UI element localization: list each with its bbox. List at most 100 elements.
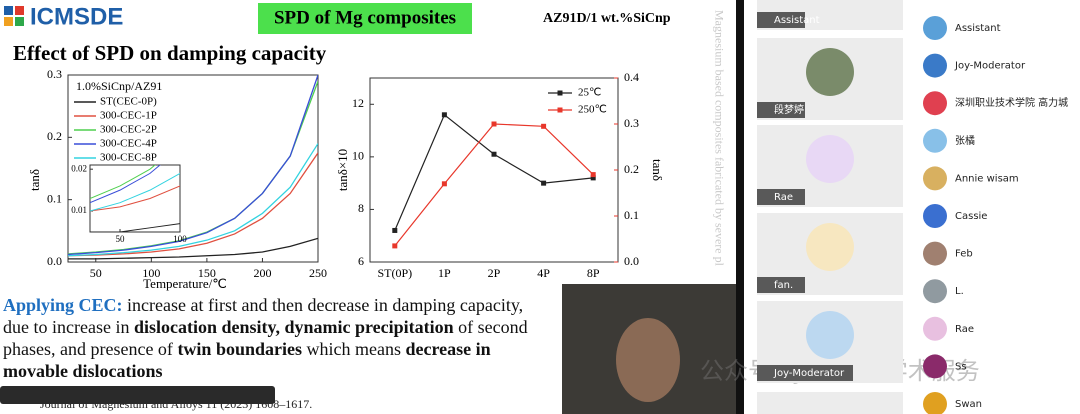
inset-frame [89, 164, 181, 233]
participant-name[interactable]: Ss [955, 361, 967, 372]
participant-avatar [923, 354, 947, 379]
y-tick-label: 10 [352, 149, 364, 163]
participant-name[interactable]: Cassie [955, 211, 987, 222]
participant-name[interactable]: Joy-Moderator [954, 61, 1026, 72]
legend-label: 25℃ [578, 87, 601, 99]
x-tick-label: 2P [488, 266, 501, 280]
x-tick-label: 4P [537, 266, 550, 280]
name-tag [757, 365, 853, 381]
marker [541, 180, 547, 186]
material: AZ91D/1 wt.%SiCnp [543, 11, 671, 26]
y-tick-label: 0.0 [47, 254, 62, 268]
x-tick-label: 100 [142, 266, 160, 280]
name-tag [757, 12, 805, 28]
y2-tick-label: 0.3 [624, 116, 639, 130]
tile-name: Assistant [774, 15, 820, 26]
x-tick-label: ST(0P) [377, 266, 412, 280]
avatar [806, 223, 854, 271]
tile-name: Rae [774, 192, 793, 203]
x-tick-label: 250 [309, 266, 327, 280]
inset-y-tick-label: 0.01 [71, 205, 87, 215]
tile-name: fan. [774, 280, 793, 291]
side-note: Magnesium based composites fabricated by… [712, 10, 726, 267]
marker [590, 175, 596, 181]
inset-series-group [90, 165, 180, 232]
y2-tick-label: 0.1 [624, 208, 639, 222]
x-tick-label: 200 [253, 266, 271, 280]
marker [491, 151, 497, 157]
x-tick-label: 50 [90, 266, 102, 280]
inset-line [90, 172, 180, 212]
logo-icon [4, 6, 13, 15]
marker [441, 112, 447, 118]
y-tick-label: 12 [352, 96, 364, 110]
logo-icon [15, 17, 24, 26]
participant-name[interactable]: Annie wisam [955, 173, 1019, 184]
y2-axis-label: tanδ [650, 159, 665, 181]
participant-name[interactable]: Swan [955, 399, 982, 410]
participant-avatar [923, 316, 947, 341]
participant-name[interactable]: 张橘 [955, 135, 975, 147]
legend-label: 300-CEC-1P [100, 110, 157, 122]
slide-title: Effect of SPD on damping capacity [13, 41, 327, 65]
toolbar[interactable] [0, 386, 275, 404]
y-axis-label: tanδ×10 [335, 149, 350, 191]
participant-name[interactable]: L. [955, 286, 964, 297]
y-tick-label: 8 [358, 201, 364, 215]
inset-line [90, 185, 180, 212]
header-box [258, 3, 472, 34]
participant-name[interactable]: Assistant [955, 23, 1001, 34]
legend-label: 250℃ [578, 104, 607, 116]
name-tag [757, 102, 805, 118]
y-tick-label: 0.2 [47, 129, 62, 143]
marker [541, 123, 547, 129]
participant-avatar [923, 279, 947, 304]
paragraph-segment: Applying CEC: [3, 295, 123, 315]
legend-label: ST(CEC-0P) [100, 96, 157, 108]
plot-frame [67, 74, 319, 263]
series-line [68, 152, 318, 257]
annotation: 1.0%SiCnp/AZ91 [76, 79, 162, 93]
participant-avatar [923, 392, 947, 414]
paragraph-segment: increase at first and then decrease in d… [3, 295, 524, 337]
tile-name: Joy-Moderator [773, 368, 845, 379]
participant-avatar [923, 128, 947, 153]
inset-line [90, 165, 161, 204]
avatar [806, 311, 854, 359]
avatar [806, 135, 854, 183]
paragraph-segment: decrease in movable dislocations [3, 339, 491, 381]
legend-marker [557, 90, 563, 96]
y-tick-label: 0.1 [47, 191, 62, 205]
paragraph: Applying CEC: increase at first and then… [3, 294, 551, 382]
participant-name[interactable]: Rae [955, 324, 974, 335]
series-line [68, 74, 318, 256]
legend-label: 300-CEC-2P [100, 124, 157, 136]
x-tick-label: 1P [438, 266, 451, 280]
series-line [68, 143, 318, 257]
participant-avatar [923, 16, 947, 40]
y2-tick-label: 0.4 [624, 70, 639, 84]
participant-avatar [923, 241, 947, 266]
marker [392, 227, 398, 233]
legend-marker [557, 107, 563, 113]
y-axis-label: tanδ [27, 169, 42, 191]
inset-line [90, 165, 156, 199]
logo-icon [15, 6, 24, 15]
marker [590, 172, 596, 178]
paragraph-segment: which means [301, 339, 406, 359]
inset-x-tick-label: 100 [173, 234, 187, 244]
participant-name[interactable]: 深圳职业技术学院 高力城 [955, 96, 1068, 109]
paragraph-segment: of second phases, and presence of [3, 317, 528, 359]
x-tick-label: 150 [198, 266, 216, 280]
paragraph-segment: dislocation density, dynamic precipitati… [133, 317, 454, 337]
y2-tick-label: 0.2 [624, 162, 639, 176]
participant-name[interactable]: Feb [955, 249, 973, 260]
marker [441, 181, 447, 187]
x-axis-label: Temperature/℃ [143, 276, 227, 291]
inset-line [90, 223, 180, 232]
legend-label: 300-CEC-4P [100, 138, 157, 150]
inset-y-tick-label: 0.02 [71, 163, 87, 173]
name-tag [757, 277, 805, 293]
